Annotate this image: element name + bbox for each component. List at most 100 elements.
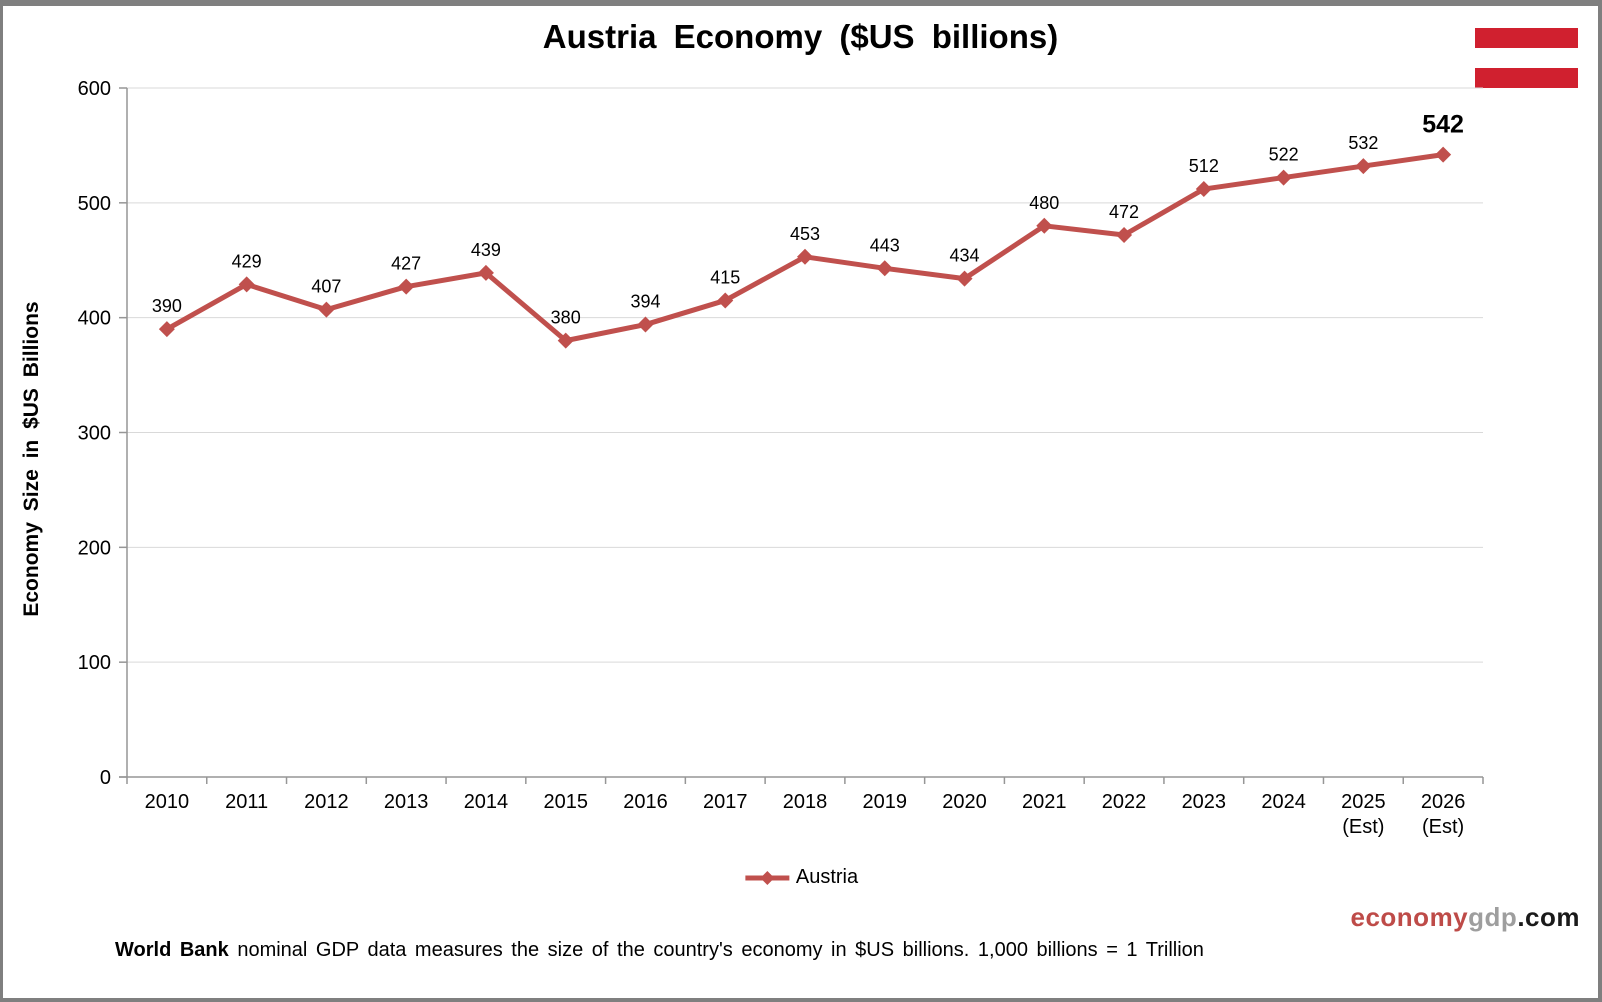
x-axis-tick-label: 2021 xyxy=(1022,791,1067,813)
x-axis-tick-label: 2017 xyxy=(703,791,748,813)
x-axis-tick-label-line: 2010 xyxy=(145,791,190,813)
watermark-com: .com xyxy=(1517,902,1580,932)
x-axis-tick-label: 2012 xyxy=(304,791,349,813)
x-axis-tick-label: 2026 (Est) xyxy=(1421,791,1466,838)
y-axis-tick-label: 400 xyxy=(78,308,111,330)
data-point-label: 407 xyxy=(311,277,341,297)
data-point-label: 439 xyxy=(471,240,501,260)
flag-stripe-red-top xyxy=(1475,28,1578,48)
x-axis-tick-label: 2016 xyxy=(623,791,668,813)
legend-diamond-icon xyxy=(759,870,774,885)
x-axis-tick-label-line: 2013 xyxy=(384,791,429,813)
x-axis-tick-label-line: 2020 xyxy=(942,791,987,813)
gridlines xyxy=(127,87,1483,663)
x-axis-tick-label: 2023 xyxy=(1182,791,1227,813)
y-axis-tick-label: 600 xyxy=(78,78,111,100)
data-point-marker xyxy=(956,270,973,287)
x-axis-tick-label-line: 2018 xyxy=(783,791,828,813)
x-axis-tick-label-line: 2023 xyxy=(1182,791,1227,813)
watermark-economy: economy xyxy=(1350,902,1469,932)
data-point-label: 429 xyxy=(232,251,262,271)
chart-legend: Austria xyxy=(743,866,858,889)
data-point-label: 472 xyxy=(1109,202,1139,222)
data-point-label: 453 xyxy=(790,224,820,244)
x-axis-tick-label: 2010 xyxy=(145,791,190,813)
data-point-label: 380 xyxy=(551,308,581,328)
data-point-marker xyxy=(1355,158,1372,175)
footnote-text: nominal GDP data measures the size of th… xyxy=(228,939,1204,961)
data-point-marker xyxy=(1275,169,1292,186)
x-axis-tick-label-line: 2021 xyxy=(1022,791,1067,813)
x-axis-tick-label: 2018 xyxy=(783,791,828,813)
data-point-label: 532 xyxy=(1348,133,1378,153)
y-axis-tick-label: 200 xyxy=(78,537,111,559)
data-point-marker xyxy=(1116,226,1133,243)
x-axis-tick-label-line: 2024 xyxy=(1261,791,1306,813)
data-point-marker xyxy=(876,260,893,277)
data-point-marker xyxy=(637,316,654,333)
data-point-label: 434 xyxy=(950,246,980,266)
x-axis-tick-label: 2015 xyxy=(543,791,588,813)
data-point-marker xyxy=(1195,181,1212,198)
y-axis-tick-label: 100 xyxy=(78,652,111,674)
watermark-economygdp: economygdp.com xyxy=(1351,902,1581,933)
data-point-label: 480 xyxy=(1029,193,1059,213)
x-axis-tick-label: 2019 xyxy=(863,791,908,813)
x-axis-tick-label-line: 2016 xyxy=(623,791,668,813)
x-axis-tick-label-line: (Est) xyxy=(1422,816,1464,838)
x-axis-tick-label-line: 2015 xyxy=(543,791,588,813)
data-point-marker xyxy=(318,301,335,318)
data-point-marker xyxy=(1036,217,1053,234)
data-point-marker xyxy=(158,321,175,338)
x-axis-labels: 2010 2011 2012 2013 2014 2015 2016 2017 2018 2019… xyxy=(145,791,1466,838)
chart-title: Austria Economy ($US billions) xyxy=(542,18,1059,55)
data-point-marker xyxy=(238,276,255,293)
x-axis-tick-label-line: 2019 xyxy=(863,791,908,813)
x-axis-tick-label-line: 2025 xyxy=(1341,791,1386,813)
x-axis-tick-label: 2011 xyxy=(225,791,268,813)
watermark-gdp: gdp xyxy=(1468,902,1518,932)
x-axis-tick-label-line: 2017 xyxy=(703,791,748,813)
x-axis-tick-label: 2022 xyxy=(1102,791,1147,813)
axes xyxy=(119,87,1484,784)
data-point-label: 522 xyxy=(1269,145,1299,165)
x-axis-tick-label-line: 2014 xyxy=(464,791,509,813)
series-markers xyxy=(158,146,1452,349)
data-point-marker xyxy=(1435,146,1452,163)
legend-label-austria: Austria xyxy=(795,866,859,888)
data-labels: 390 429 407 427 439 380 394 415 453 443 434 480 472 5… xyxy=(152,111,1464,328)
x-axis-tick-label: 2013 xyxy=(384,791,429,813)
y-axis-tick-label: 300 xyxy=(78,423,111,445)
x-axis-tick-label-line: 2011 xyxy=(225,791,268,813)
data-point-label: 415 xyxy=(710,267,740,287)
data-point-label: 512 xyxy=(1189,156,1219,176)
x-axis-tick-label: 2020 xyxy=(942,791,987,813)
x-axis-tick-label: 2014 xyxy=(464,791,509,813)
y-axis-tick-label: 500 xyxy=(78,193,111,215)
x-axis-tick-label-line: 2012 xyxy=(304,791,349,813)
series-line-austria xyxy=(164,152,1446,344)
data-point-label: 443 xyxy=(870,235,900,255)
legend-marker-austria xyxy=(744,870,789,885)
austria-flag xyxy=(1475,28,1578,88)
flag-stripe-white xyxy=(1475,48,1578,68)
x-axis-tick-label-line: 2022 xyxy=(1102,791,1147,813)
y-axis-labels: 0 100 200 300 400 500 600 xyxy=(78,78,111,789)
data-point-label: 394 xyxy=(630,292,660,312)
data-point-label: 427 xyxy=(391,254,421,274)
data-point-label: 542 xyxy=(1422,111,1464,139)
data-point-marker xyxy=(398,278,415,295)
footnote: World Bank nominal GDP data measures the… xyxy=(115,939,1204,962)
flag-stripe-red-bottom xyxy=(1475,68,1578,88)
data-point-marker xyxy=(717,292,734,309)
x-axis-tick-label: 2025 (Est) xyxy=(1341,791,1386,838)
y-axis-tick-label: 0 xyxy=(100,767,111,789)
data-point-label: 390 xyxy=(152,296,182,316)
data-point-marker xyxy=(797,248,813,265)
x-axis-tick-label-line: (Est) xyxy=(1342,816,1384,838)
data-point-marker xyxy=(477,264,494,281)
data-point-marker xyxy=(557,332,574,349)
x-axis-tick-label: 2024 xyxy=(1261,791,1306,813)
